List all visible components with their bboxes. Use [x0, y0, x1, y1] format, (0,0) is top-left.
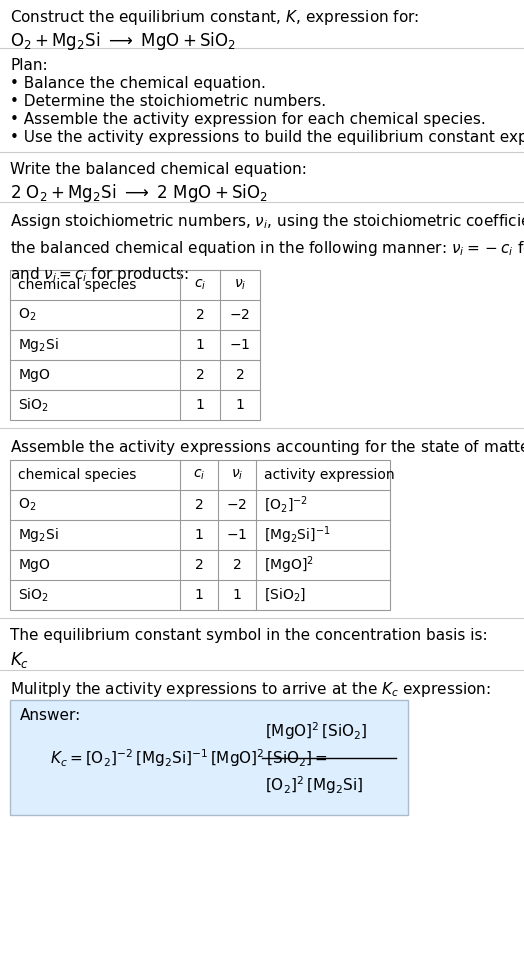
Text: • Balance the chemical equation.: • Balance the chemical equation.: [10, 76, 266, 91]
Text: $\mathrm{2\ O_2 + Mg_2Si \ \longrightarrow \ 2\ MgO + SiO_2}$: $\mathrm{2\ O_2 + Mg_2Si \ \longrightarr…: [10, 182, 268, 204]
Text: $[\mathrm{SiO_2}]$: $[\mathrm{SiO_2}]$: [264, 587, 306, 603]
Text: $[\mathrm{MgO}]^2$: $[\mathrm{MgO}]^2$: [264, 554, 314, 575]
Text: Assemble the activity expressions accounting for the state of matter and $\nu_i$: Assemble the activity expressions accoun…: [10, 438, 524, 457]
Text: $-1$: $-1$: [226, 528, 248, 542]
Text: $[\mathrm{Mg_2Si}]^{-1}$: $[\mathrm{Mg_2Si}]^{-1}$: [264, 525, 331, 546]
Text: $[\mathrm{O_2}]^2\,[\mathrm{Mg_2Si}]$: $[\mathrm{O_2}]^2\,[\mathrm{Mg_2Si}]$: [265, 774, 363, 796]
Text: 1: 1: [195, 398, 204, 412]
Text: 2: 2: [194, 558, 203, 572]
Text: $-1$: $-1$: [230, 338, 250, 352]
Text: $\mathrm{Mg_2Si}$: $\mathrm{Mg_2Si}$: [18, 526, 59, 544]
Text: Assign stoichiometric numbers, $\nu_i$, using the stoichiometric coefficients, $: Assign stoichiometric numbers, $\nu_i$, …: [10, 212, 524, 285]
Text: • Assemble the activity expression for each chemical species.: • Assemble the activity expression for e…: [10, 112, 486, 127]
Text: $-2$: $-2$: [230, 308, 250, 322]
Text: Answer:: Answer:: [20, 708, 81, 723]
Text: chemical species: chemical species: [18, 468, 136, 482]
Text: Plan:: Plan:: [10, 58, 48, 73]
Bar: [10, 460, 390, 610]
Text: $\mathrm{O_2}$: $\mathrm{O_2}$: [18, 497, 36, 513]
Text: 2: 2: [194, 498, 203, 512]
Text: 1: 1: [236, 398, 244, 412]
Text: The equilibrium constant symbol in the concentration basis is:: The equilibrium constant symbol in the c…: [10, 628, 488, 643]
Text: $-2$: $-2$: [226, 498, 247, 512]
Bar: [10, 270, 260, 420]
Text: 1: 1: [233, 588, 242, 602]
Text: $\mathrm{SiO_2}$: $\mathrm{SiO_2}$: [18, 396, 49, 413]
Bar: [10, 700, 408, 815]
Text: $\mathrm{SiO_2}$: $\mathrm{SiO_2}$: [18, 586, 49, 604]
Text: $\nu_i$: $\nu_i$: [234, 278, 246, 292]
Text: 1: 1: [195, 338, 204, 352]
Text: chemical species: chemical species: [18, 278, 136, 292]
Text: $\mathrm{O_2}$: $\mathrm{O_2}$: [18, 307, 36, 323]
Text: $K_c$: $K_c$: [10, 650, 29, 670]
Text: $\mathrm{MgO}$: $\mathrm{MgO}$: [18, 556, 51, 573]
Text: 2: 2: [195, 308, 204, 322]
Text: $\mathrm{MgO}$: $\mathrm{MgO}$: [18, 366, 51, 384]
Text: $\nu_i$: $\nu_i$: [231, 468, 243, 482]
Text: • Use the activity expressions to build the equilibrium constant expression.: • Use the activity expressions to build …: [10, 130, 524, 145]
Text: • Determine the stoichiometric numbers.: • Determine the stoichiometric numbers.: [10, 94, 326, 109]
Text: $[\mathrm{MgO}]^2\,[\mathrm{SiO_2}]$: $[\mathrm{MgO}]^2\,[\mathrm{SiO_2}]$: [265, 720, 368, 742]
Text: Write the balanced chemical equation:: Write the balanced chemical equation:: [10, 162, 307, 177]
Text: activity expression: activity expression: [264, 468, 395, 482]
Text: 2: 2: [236, 368, 244, 382]
Text: Mulitply the activity expressions to arrive at the $K_c$ expression:: Mulitply the activity expressions to arr…: [10, 680, 490, 699]
Text: $\mathrm{Mg_2Si}$: $\mathrm{Mg_2Si}$: [18, 336, 59, 354]
Text: 2: 2: [195, 368, 204, 382]
Text: $c_i$: $c_i$: [193, 468, 205, 482]
Text: $c_i$: $c_i$: [194, 278, 206, 292]
Text: Construct the equilibrium constant, $K$, expression for:: Construct the equilibrium constant, $K$,…: [10, 8, 419, 27]
Text: $K_c = [\mathrm{O_2}]^{-2}\,[\mathrm{Mg_2Si}]^{-1}\,[\mathrm{MgO}]^2\,[\mathrm{S: $K_c = [\mathrm{O_2}]^{-2}\,[\mathrm{Mg_…: [50, 747, 328, 769]
Text: 1: 1: [194, 588, 203, 602]
Text: $\mathrm{O_2 + Mg_2Si \ \longrightarrow \ MgO + SiO_2}$: $\mathrm{O_2 + Mg_2Si \ \longrightarrow …: [10, 30, 236, 52]
Text: $[\mathrm{O_2}]^{-2}$: $[\mathrm{O_2}]^{-2}$: [264, 495, 308, 515]
Text: 2: 2: [233, 558, 242, 572]
Text: 1: 1: [194, 528, 203, 542]
